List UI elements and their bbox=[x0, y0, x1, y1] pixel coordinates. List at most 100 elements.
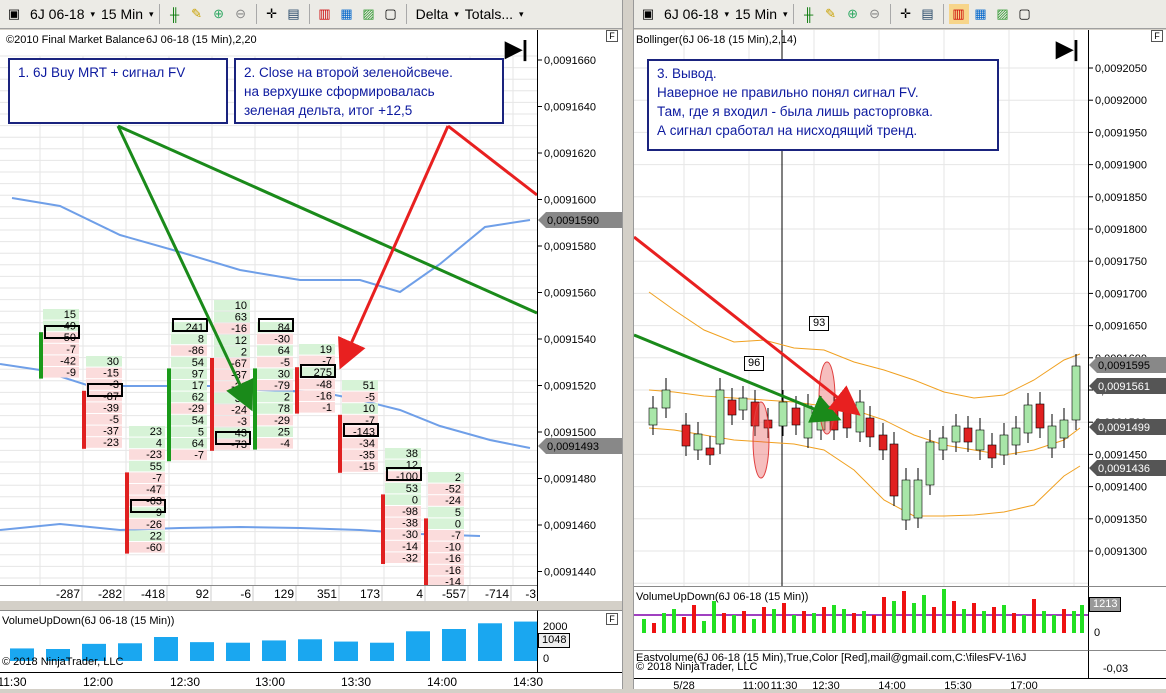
zoom-in-icon[interactable]: ⊕ bbox=[847, 6, 859, 21]
cell-bg bbox=[86, 367, 122, 379]
delta-cell: 10 bbox=[235, 300, 247, 312]
scroll-end-icon[interactable]: ▶| bbox=[505, 36, 529, 61]
cell-bg bbox=[299, 367, 335, 378]
delta-cell: -15 bbox=[103, 368, 119, 380]
bar-type-icon[interactable]: ╫ bbox=[803, 6, 814, 22]
highlight-box bbox=[215, 431, 251, 445]
candle-body bbox=[913, 479, 923, 519]
cell-bg bbox=[342, 414, 378, 426]
f-button-vol-icon[interactable]: F bbox=[606, 613, 618, 625]
drawing-pencil-icon[interactable]: ✎ bbox=[825, 6, 837, 21]
candle-body bbox=[1071, 365, 1081, 421]
cell-bg bbox=[257, 322, 293, 333]
f-button-icon[interactable]: F bbox=[606, 30, 618, 42]
volume-bar bbox=[952, 601, 956, 633]
delta-cell: 19 bbox=[320, 344, 332, 356]
instrument-selector[interactable]: 6J 06-18 bbox=[30, 6, 85, 22]
properties-icon[interactable]: ▤ bbox=[921, 6, 934, 21]
strategies-icon[interactable]: ▦ bbox=[340, 6, 353, 21]
delta-menu[interactable]: Delta bbox=[415, 6, 449, 22]
note-2: 2. Close на второй зеленойсвече. на верх… bbox=[234, 58, 504, 124]
period-selector[interactable]: 15 Min bbox=[101, 6, 144, 22]
totals-menu[interactable]: Totals... bbox=[464, 6, 514, 22]
f-button-icon[interactable]: F bbox=[1151, 30, 1163, 42]
candle-body bbox=[951, 425, 961, 443]
drawing-pencil-icon[interactable]: ✎ bbox=[191, 6, 203, 21]
chart-trader-icon[interactable]: ▨ bbox=[996, 6, 1009, 21]
cell-bg bbox=[214, 416, 250, 427]
strategies-icon[interactable]: ▦ bbox=[974, 6, 987, 21]
cell-bg bbox=[129, 484, 165, 495]
red-arrow-continue bbox=[634, 235, 861, 416]
crosshair-icon[interactable]: ✛ bbox=[900, 6, 912, 21]
candle-body bbox=[715, 389, 725, 445]
time-label: 11:30 bbox=[0, 675, 27, 689]
delta-cell: -7 bbox=[66, 344, 76, 356]
cell-bg bbox=[428, 576, 464, 587]
series-label: 6J 06-18 (15 Min),2,20 bbox=[146, 34, 257, 46]
cell-bg bbox=[428, 518, 464, 529]
price-tag-bg bbox=[538, 438, 622, 454]
highlight-box bbox=[300, 364, 336, 378]
scroll-end-icon[interactable]: ▶| bbox=[1056, 36, 1080, 61]
totals-svg: -287 -282 -418 92 -6 129 351 173 4 -557 -714 -3 bbox=[56, 586, 539, 602]
delta-cell: -37 bbox=[103, 426, 119, 438]
delta-cell: 64 bbox=[192, 438, 204, 450]
candle-body bbox=[889, 443, 899, 497]
price-tick-label: 0,0091300 bbox=[1095, 546, 1147, 558]
volume-bar bbox=[692, 605, 696, 633]
indicators-icon[interactable]: ▥ bbox=[318, 6, 331, 21]
candle-body bbox=[1035, 403, 1045, 429]
cell-bg bbox=[171, 322, 207, 333]
volume-bar bbox=[1022, 615, 1026, 633]
left-price-panel[interactable]: 15 49 -50 -7 -42 -9 30 -15 -3 -87 -39 -5 -37 -23 23 4 -2… bbox=[0, 30, 537, 601]
data-box-icon[interactable]: ▢ bbox=[1018, 6, 1031, 21]
candle-body bbox=[648, 407, 658, 426]
properties-icon[interactable]: ▤ bbox=[287, 6, 300, 21]
zoom-in-icon[interactable]: ⊕ bbox=[213, 6, 225, 21]
indicators-icon[interactable]: ▥ bbox=[948, 4, 969, 24]
total-cell: 92 bbox=[196, 587, 210, 601]
delta-cell: -23 bbox=[146, 449, 162, 461]
cell-bg bbox=[257, 380, 293, 391]
left-volume-panel[interactable]: VolumeUpDown(6J 06-18 (15 Min)) © 2018 N… bbox=[0, 610, 537, 672]
delta-cell: -100 bbox=[396, 471, 418, 483]
instrument-selector[interactable]: 6J 06-18 bbox=[664, 6, 719, 22]
highlight-box bbox=[44, 325, 80, 339]
cell-bg bbox=[171, 391, 207, 403]
volume-bar bbox=[442, 629, 466, 661]
volume-bar bbox=[792, 615, 796, 633]
cell-bg bbox=[129, 472, 165, 483]
right-price-panel[interactable]: Bollinger(6J 06-18 (15 Min),2,14) 3. Выв… bbox=[634, 30, 1088, 586]
bar-type-icon[interactable]: ╫ bbox=[169, 6, 180, 22]
right-volume-panel[interactable]: VolumeUpDown(6J 06-18 (15 Min)) bbox=[634, 586, 1088, 650]
cell-bg bbox=[214, 300, 250, 311]
chart-window-icon[interactable]: ▣ bbox=[7, 6, 21, 21]
delta-cell: -67 bbox=[231, 358, 247, 370]
cell-bg bbox=[342, 426, 378, 437]
green-arrow-continue bbox=[634, 333, 842, 423]
delta-cell: -73 bbox=[231, 439, 247, 451]
cell-bg bbox=[299, 390, 335, 401]
price-tick-label: 0,0091660 bbox=[544, 55, 596, 67]
highlight-ellipse-1 bbox=[752, 401, 770, 479]
data-box-icon[interactable]: ▢ bbox=[384, 6, 397, 21]
crosshair-icon[interactable]: ✛ bbox=[266, 6, 278, 21]
window-divider[interactable] bbox=[622, 0, 634, 689]
volume-bar bbox=[972, 603, 976, 633]
zoom-out-icon[interactable]: ⊖ bbox=[235, 6, 247, 21]
volume-bar bbox=[334, 641, 358, 661]
volume-bar bbox=[662, 613, 666, 633]
zoom-out-icon[interactable]: ⊖ bbox=[869, 6, 881, 21]
candle-bar bbox=[253, 368, 257, 450]
delta-cell: 8 bbox=[198, 334, 204, 346]
price-tick-label: 0,0091500 bbox=[544, 427, 596, 439]
period-selector[interactable]: 15 Min bbox=[735, 6, 778, 22]
candle-body bbox=[738, 397, 748, 411]
price-tag-bg bbox=[1089, 378, 1166, 394]
cell-bg bbox=[86, 425, 122, 437]
chart-window-icon[interactable]: ▣ bbox=[641, 6, 655, 21]
delta-cell: 64 bbox=[278, 345, 290, 357]
volume-bar bbox=[478, 623, 502, 661]
chart-trader-icon[interactable]: ▨ bbox=[362, 6, 375, 21]
